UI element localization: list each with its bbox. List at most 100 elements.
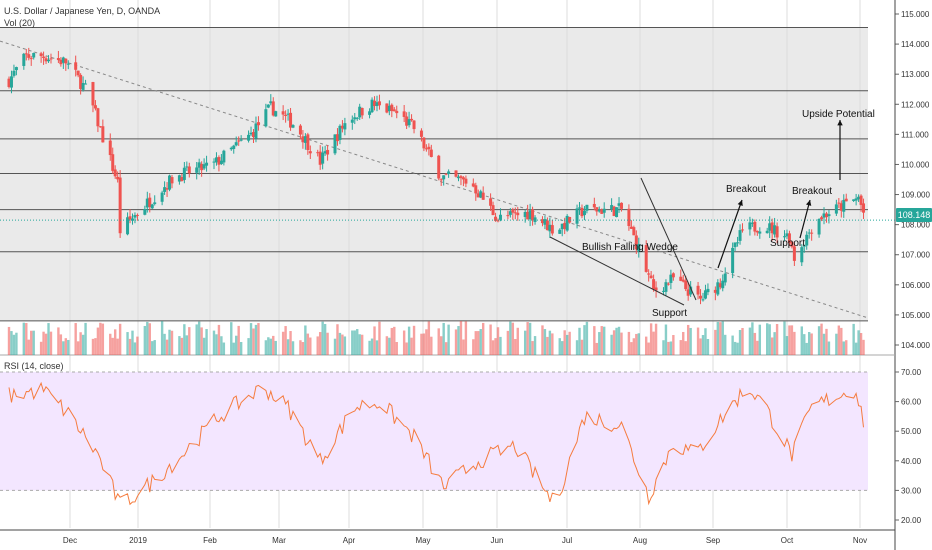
volume-bar [817,326,821,355]
volume-bar [783,321,786,355]
volume-bar [565,334,569,355]
rsi-line [8,381,864,506]
candle-body [118,177,122,234]
candle-body [592,203,596,208]
volume-bar [10,331,13,355]
volume-bar [215,334,218,355]
candle-body [56,58,60,61]
x-tick-label: Apr [343,536,356,545]
candle-body [355,117,359,119]
candle-body [602,208,606,213]
volume-bar [719,322,722,355]
volume-bar [775,323,779,355]
candle-body [271,101,275,116]
candle-body [629,226,633,229]
volume-bar [299,340,302,355]
volume-bar [143,325,147,355]
volume-bar [600,326,603,355]
candle-body [232,145,236,149]
volume-bar [652,331,655,355]
volume-bar [548,330,552,355]
volume-bar [402,330,406,355]
candle-body [718,283,722,288]
volume-bar [551,333,554,355]
candle-body [202,164,206,169]
candle-body [612,206,616,216]
volume-bar [230,322,233,355]
candle-body [66,63,70,65]
candle-body [340,125,344,129]
candle-body [412,120,416,130]
candle-body [419,130,423,137]
volume-bar [59,334,63,355]
shaded-zone [0,27,868,321]
volume-bar [862,339,865,355]
candle-body [513,212,517,214]
volume-bar [393,326,396,355]
candle-body [531,209,535,221]
candle-body [852,199,856,201]
volume-bar [427,321,431,355]
candle-body [335,134,339,142]
volume-bar [753,332,757,355]
volume-bar [770,337,774,355]
candle-body [820,217,824,220]
annotation-bullish-falling-wedge: Bullish Falling Wedge [582,242,678,253]
candle-body [540,219,544,224]
candle-body [126,217,130,235]
candle-body [859,195,863,205]
candle-body [377,101,381,106]
candle-body [410,118,414,121]
candle-body [219,160,223,165]
volume-bar [146,321,149,355]
candle-body [652,279,656,290]
trend-line [0,40,869,319]
candle-body [165,188,169,190]
candle-body [148,197,152,207]
candle-body [182,167,186,180]
volume-bar [578,327,581,355]
candle-body [839,203,843,211]
candle-body [632,227,636,236]
volume-bar [430,336,433,355]
volume-bar [111,337,114,355]
candle-body [721,280,725,289]
volume-bar [22,322,26,355]
volume-bar [684,341,687,355]
candle-body [212,161,216,163]
candle-body [637,243,641,252]
candle-body [461,177,465,180]
breakout-arrow-2-head [806,200,812,206]
candle-body [548,224,552,232]
volume-bar [523,330,527,355]
candle-body [563,222,567,229]
volume-bar [825,328,828,355]
volume-bar [489,324,492,355]
candle-body [565,215,569,231]
volume-bar [454,329,458,355]
candle-body [822,213,826,218]
volume-bar [509,321,512,355]
candle-body [862,203,866,213]
volume-bar [479,329,482,355]
wedge-lower-line [549,236,685,306]
volume-bar [531,341,534,355]
volume-bar [506,330,510,355]
x-tick-label: Sep [706,536,721,545]
rsi-y-tick-label: 40.00 [901,457,922,466]
candle-body [526,211,530,220]
candle-body [93,105,97,109]
volume-bar [407,326,411,355]
volume-bar [385,336,389,355]
candle-body [508,211,512,215]
candle-body [424,148,428,150]
candle-body [842,199,846,212]
candle-body [516,212,520,216]
candle-body [343,123,347,130]
volume-bar [390,327,394,355]
volume-bar [96,327,100,355]
candle-body [511,209,515,213]
candle-body [597,209,601,212]
volume-bar [249,323,253,355]
